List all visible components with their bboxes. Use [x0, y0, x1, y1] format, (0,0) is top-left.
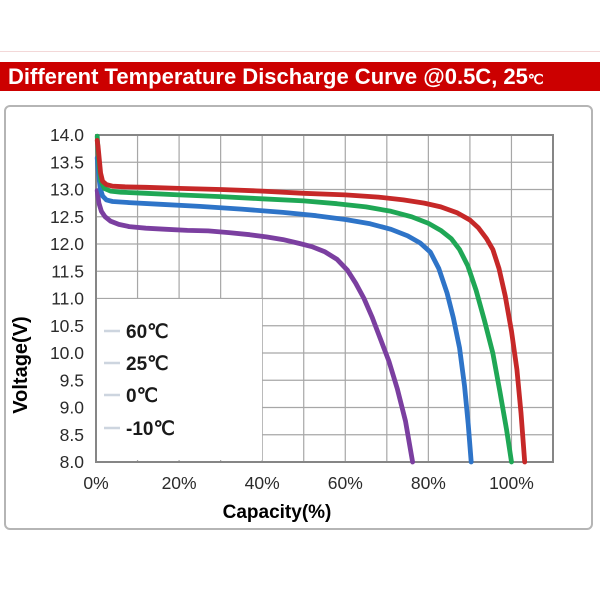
y-tick-label: 12.0	[50, 234, 84, 254]
y-tick-label: 9.0	[60, 398, 85, 418]
curve-25℃	[94, 133, 514, 465]
divider-line	[0, 51, 600, 52]
plot-border	[95, 134, 554, 463]
title-banner: Different Temperature Discharge Curve @0…	[0, 62, 600, 91]
legend-label-1: 60℃	[126, 322, 168, 343]
y-tick-label: 8.0	[60, 452, 85, 472]
banner-title: Different Temperature Discharge Curve @0…	[8, 64, 528, 89]
curve-0℃	[94, 155, 474, 465]
chart-legend: 60℃ 25℃ 0℃ -10℃	[97, 299, 262, 460]
x-axis-title: Capacity(%)	[223, 502, 332, 523]
y-tick-label: 10.0	[50, 343, 84, 363]
y-tick-label: 12.5	[50, 207, 84, 227]
x-tick-label: 40%	[245, 473, 280, 493]
legend-box	[97, 299, 262, 460]
x-tick-label: 100%	[489, 473, 534, 493]
y-tick-label: 13.0	[50, 180, 84, 200]
curve--10℃	[94, 188, 416, 465]
x-tick-label: 0%	[83, 473, 108, 493]
y-tick-label: 9.5	[60, 370, 84, 390]
y-axis-title: Voltage(V)	[10, 316, 32, 413]
y-tick-label: 8.5	[60, 425, 84, 445]
legend-label-4: -10℃	[126, 419, 175, 440]
x-tick-label: 60%	[328, 473, 363, 493]
y-tick-label: 11.5	[51, 261, 84, 281]
x-tick-label: 80%	[411, 473, 446, 493]
y-tick-label: 11.0	[51, 289, 84, 309]
y-tick-label: 13.5	[50, 152, 84, 172]
banner-degree-symbol: ℃	[527, 71, 544, 87]
y-tick-label: 10.5	[50, 316, 84, 336]
legend-label-3: 0℃	[126, 386, 158, 407]
x-tick-label: 20%	[162, 473, 197, 493]
tick-labels: 0% 20% 40% 60% 80% 100% 14.0 13.5 13.0 12.5 12.0 11…	[50, 125, 534, 493]
y-tick-label: 14.0	[50, 125, 84, 145]
curves	[94, 133, 528, 465]
plot-frame	[95, 134, 554, 463]
curve-60℃	[94, 137, 528, 465]
legend-label-2: 25℃	[126, 354, 168, 375]
